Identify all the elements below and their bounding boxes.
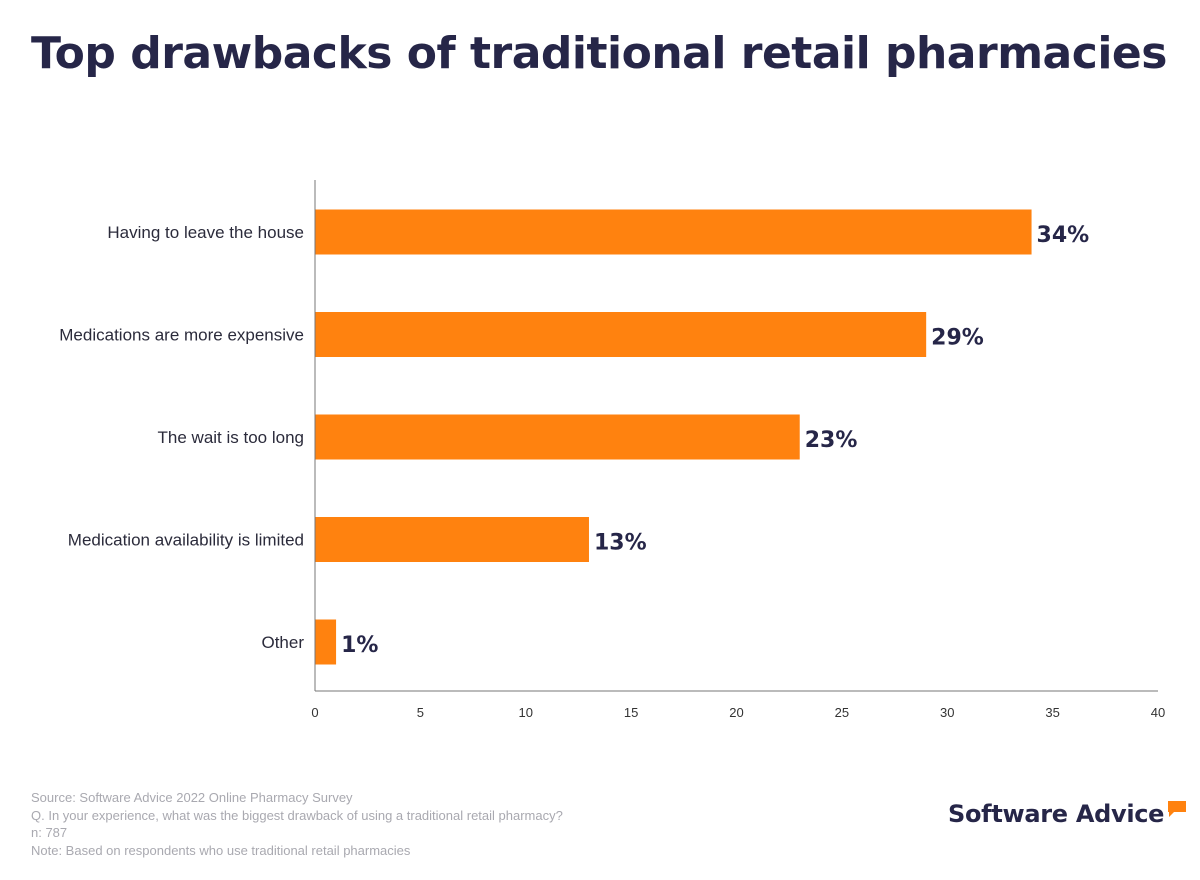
x-tick-label: 20 bbox=[729, 705, 743, 720]
brand-name: Software Advice bbox=[948, 800, 1165, 828]
bars-layer: Having to leave the house 34% Medications … bbox=[59, 209, 1090, 665]
sample-size-note: n: 787 bbox=[31, 825, 68, 840]
survey-question-note: Q. In your experience, what was the bigg… bbox=[31, 807, 563, 823]
value-label: 13% bbox=[594, 531, 647, 556]
bar bbox=[315, 312, 927, 357]
x-tick-label: 25 bbox=[835, 705, 849, 720]
x-tick-label: 35 bbox=[1045, 705, 1059, 720]
respondents-note: Note: Based on respondents who use tradi… bbox=[31, 842, 411, 858]
category-label: Medication availability is limited bbox=[68, 531, 304, 550]
software-advice-logo: Software Advice bbox=[948, 800, 1189, 828]
bar bbox=[315, 209, 1032, 255]
source-note: Source: Software Advice 2022 Online Phar… bbox=[31, 790, 353, 805]
x-tick-label: 30 bbox=[940, 705, 954, 720]
speech-bubble-icon bbox=[1168, 801, 1187, 817]
bar bbox=[315, 517, 589, 562]
value-label: 1% bbox=[341, 633, 378, 658]
value-label: 23% bbox=[805, 428, 858, 453]
bar bbox=[315, 414, 800, 460]
category-label: Having to leave the house bbox=[107, 223, 304, 242]
x-tick-label: 5 bbox=[417, 705, 424, 720]
x-tick-labels: 0 5 10 15 20 25 30 35 40 bbox=[311, 705, 1165, 720]
chart-footnotes: Source: Software Advice 2022 Online Phar… bbox=[31, 789, 563, 859]
category-label: The wait is too long bbox=[158, 428, 304, 447]
value-label: 34% bbox=[1037, 223, 1090, 248]
x-tick-label: 15 bbox=[624, 705, 638, 720]
page-title: Top drawbacks of traditional retail phar… bbox=[31, 28, 1167, 79]
bar bbox=[315, 619, 337, 665]
x-tick-label: 0 bbox=[311, 705, 318, 720]
category-label: Medications are more expensive bbox=[59, 326, 304, 345]
bar-chart: Having to leave the house 34% Medications … bbox=[59, 180, 1165, 720]
x-tick-label: 10 bbox=[519, 705, 533, 720]
value-label: 29% bbox=[931, 326, 984, 351]
category-label: Other bbox=[261, 633, 304, 652]
x-tick-label: 40 bbox=[1151, 705, 1165, 720]
